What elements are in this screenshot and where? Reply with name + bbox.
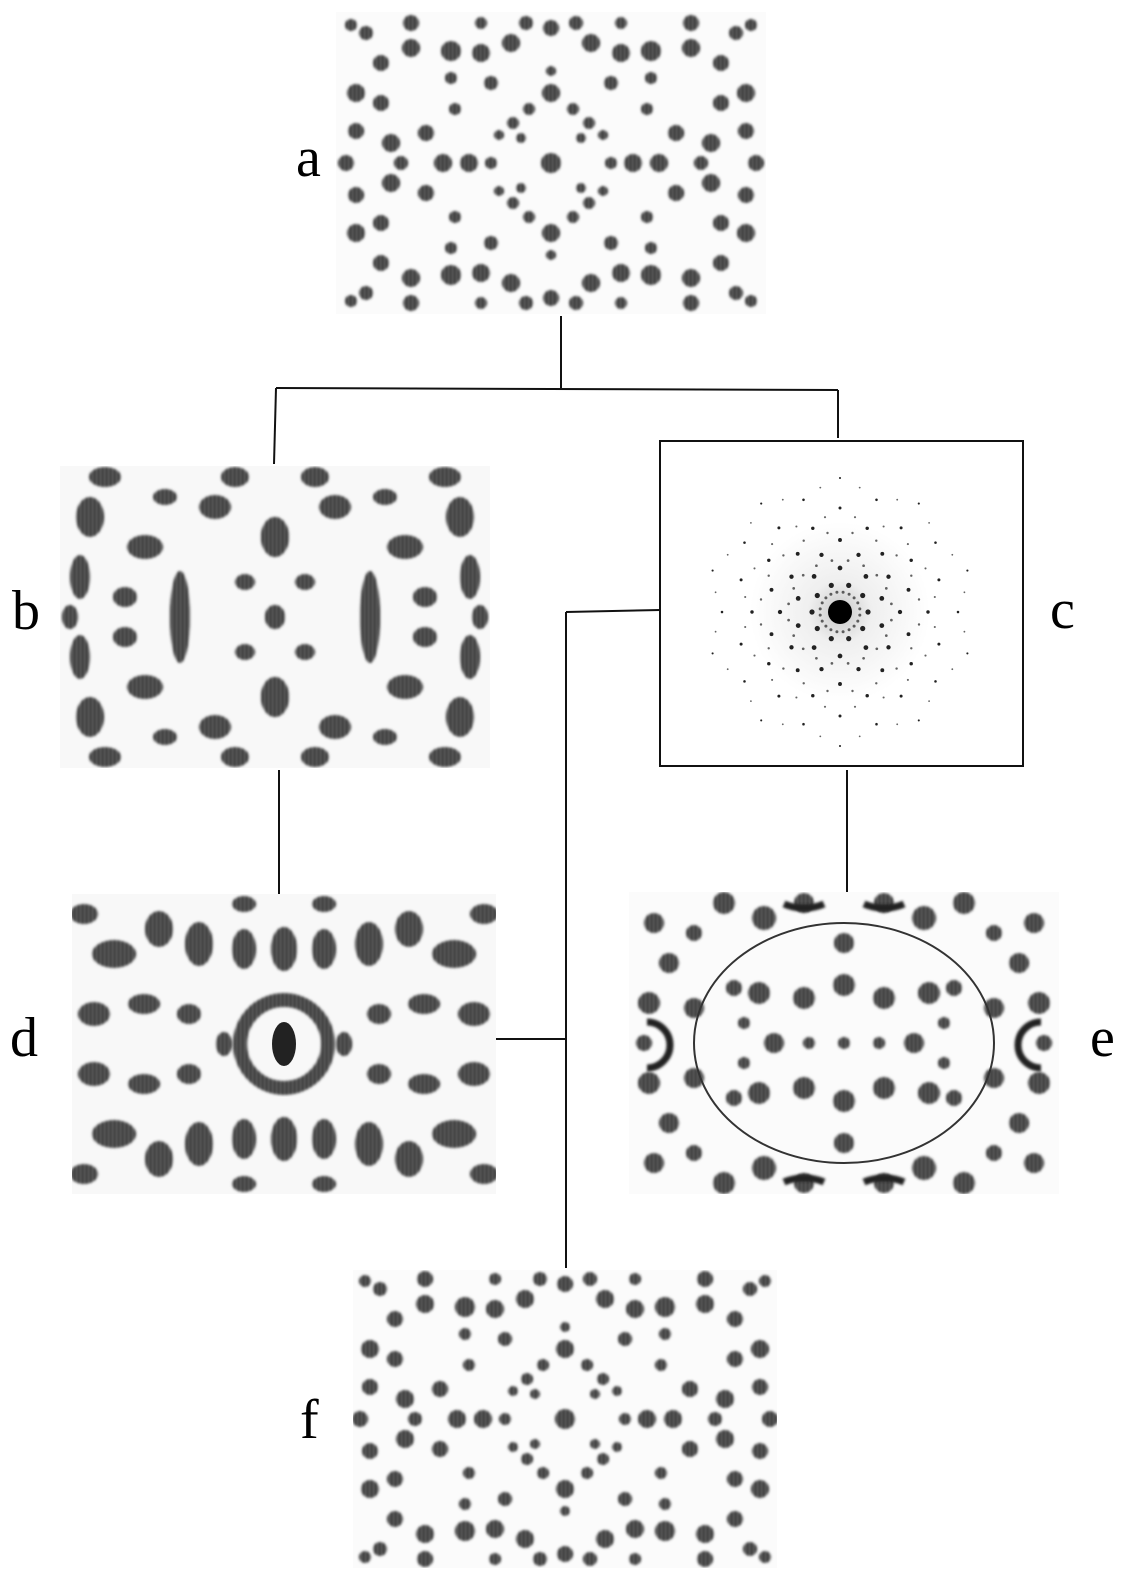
panel-label-e: e <box>1090 1007 1115 1069</box>
panel-d-image <box>72 894 496 1194</box>
panel-e-image <box>629 892 1059 1194</box>
panel-label-a: a <box>296 127 321 189</box>
panel-f-image <box>353 1270 777 1568</box>
panel-c-image <box>659 440 1024 767</box>
connector-c-branch <box>565 609 661 613</box>
panel-label-c: c <box>1050 579 1075 641</box>
panel-label-d: d <box>10 1007 38 1069</box>
panel-b-image <box>60 466 490 768</box>
connector-a-b <box>273 387 277 465</box>
panel-label-f: f <box>300 1389 319 1451</box>
connector-a-bar <box>275 387 839 391</box>
panel-a-image <box>336 12 766 314</box>
panel-label-b: b <box>12 580 40 642</box>
